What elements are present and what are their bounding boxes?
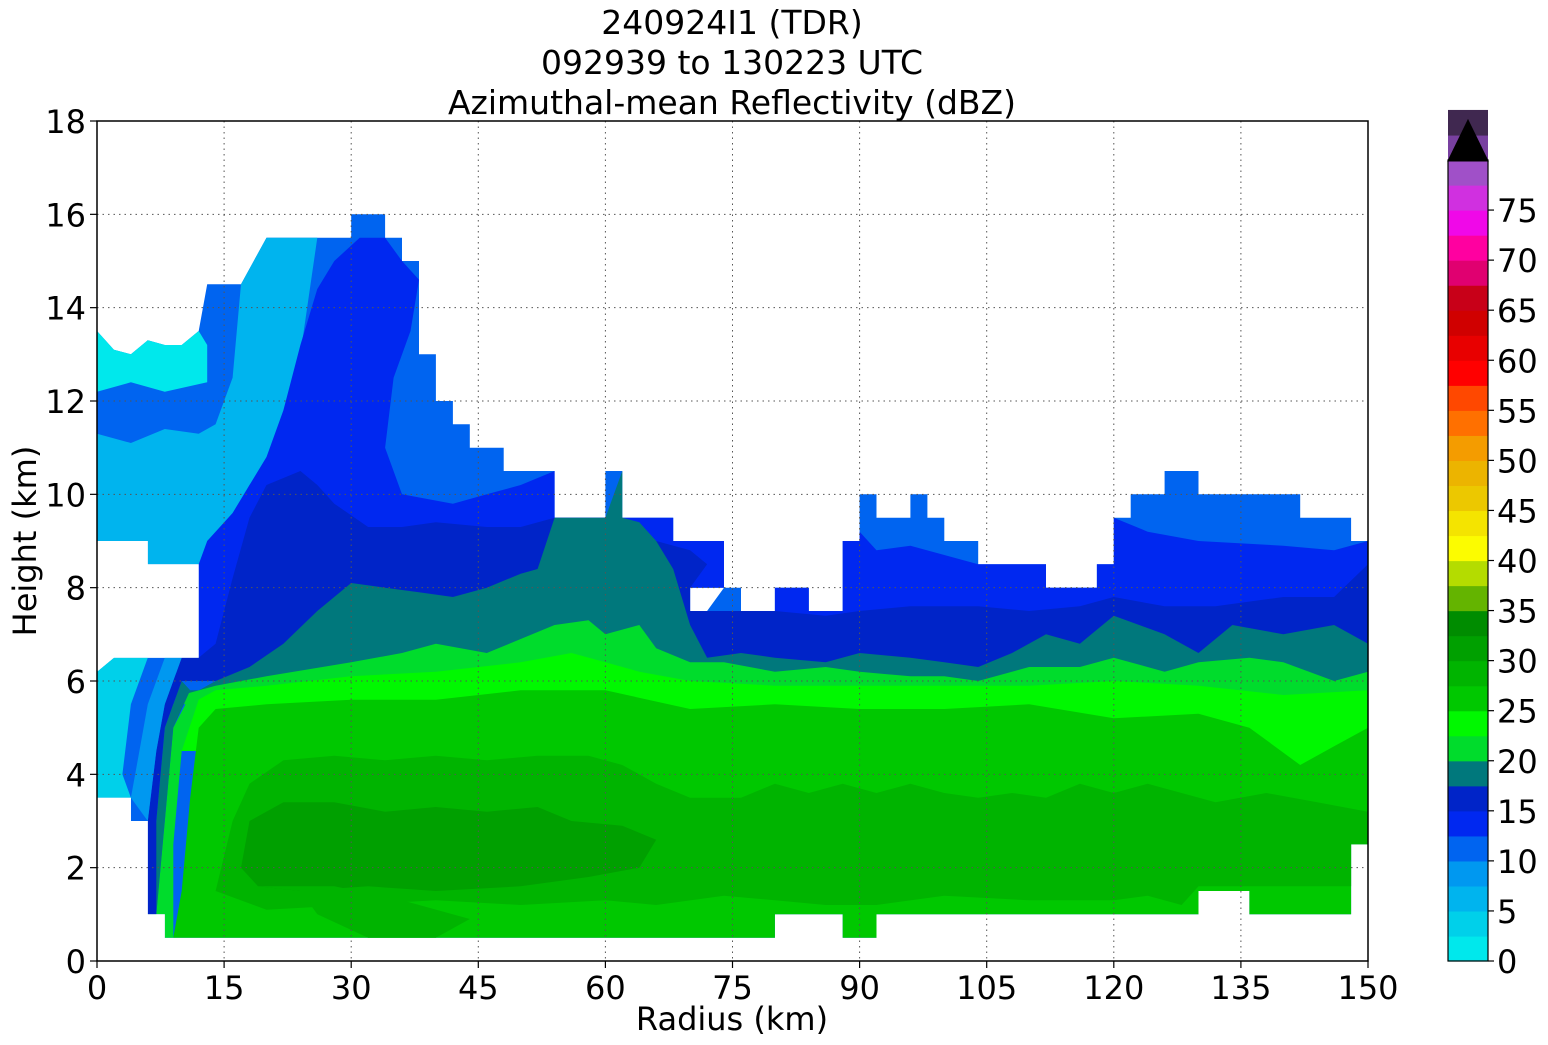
x-tick-label-120: 120 (1083, 969, 1144, 1007)
colorbar-level-0 (1448, 935, 1488, 962)
y-tick-label-10: 10 (45, 476, 86, 514)
contour-eyewall-inner-ring-1 (156, 695, 199, 938)
colorbar-level-12 (1448, 635, 1488, 662)
colorbar-level-25 (1448, 310, 1488, 336)
colorbar-level-8 (1448, 735, 1488, 762)
x-axis-label: Radius (km) (636, 1000, 828, 1038)
contour-clear-gap-mid (97, 541, 199, 672)
colorbar: 0 5 10 15 20 25 30 35 40 45 50 55 60 65 70 75 (1447, 109, 1538, 981)
colorbar-level-24 (1448, 335, 1488, 361)
colorbar-tick-label-5: 5 (1497, 893, 1517, 931)
colorbar-level-9 (1448, 710, 1488, 737)
x-tick-label-15: 15 (204, 969, 245, 1007)
grid-lines (97, 121, 1368, 961)
colorbar-tick-label-40: 40 (1497, 543, 1538, 581)
x-tick-label-30: 30 (331, 969, 372, 1007)
plot-area (97, 214, 1368, 938)
y-tick-label-12: 12 (45, 383, 86, 421)
colorbar-level-23 (1448, 360, 1488, 386)
y-tick-label-4: 4 (66, 756, 86, 794)
colorbar-level-28 (1448, 235, 1488, 261)
colorbar-level-26 (1448, 285, 1488, 311)
colorbar-extend-arrow (1447, 118, 1489, 162)
colorbar-tick-label-0: 0 (1497, 943, 1517, 981)
colorbar-level-17 (1448, 510, 1488, 537)
colorbar-tick-label-30: 30 (1497, 643, 1538, 681)
contour-eyewall-inner-ring-4 (130, 657, 182, 821)
colorbar-level-4 (1448, 835, 1488, 862)
y-tick-label-18: 18 (45, 103, 86, 141)
colorbar-level-21 (1448, 410, 1488, 436)
colorbar-level-13 (1448, 610, 1488, 637)
colorbar-level-11 (1448, 660, 1488, 687)
x-tick-label-45: 45 (458, 969, 499, 1007)
chart-title: 240924I1 (TDR) 092939 to 130223 UTC Azim… (448, 3, 1016, 122)
colorbar-level-27 (1448, 260, 1488, 286)
title-line-1: 240924I1 (TDR) (601, 3, 862, 42)
colorbar-tick-label-65: 65 (1497, 292, 1538, 330)
contour-eyewall-inner-ring-3 (147, 657, 199, 915)
colorbar-tick-label-50: 50 (1497, 442, 1538, 480)
x-tick-label-105: 105 (956, 969, 1017, 1007)
title-line-2: 092939 to 130223 UTC (541, 43, 923, 82)
y-axis-label: Height (km) (6, 446, 44, 637)
y-axis: 0 2 4 6 8 10 12 14 16 18 (45, 103, 97, 981)
contour-eyewall-inner-ring-2 (147, 681, 191, 915)
colorbar-level-6 (1448, 785, 1488, 812)
y-tick-label-2: 2 (66, 850, 86, 888)
colorbar-level-7 (1448, 760, 1488, 787)
colorbar-tick-label-45: 45 (1497, 492, 1538, 530)
x-tick-label-90: 90 (839, 969, 880, 1007)
contour-upper-anvil-cyan (97, 331, 208, 392)
colorbar-level-5 (1448, 810, 1488, 837)
colorbar-level-14 (1448, 585, 1488, 612)
colorbar-level-16 (1448, 535, 1488, 562)
x-tick-label-0: 0 (87, 969, 107, 1007)
contour-rain-core-outer-ring (258, 886, 470, 938)
colorbar-level-22 (1448, 385, 1488, 411)
y-tick-label-6: 6 (66, 663, 86, 701)
contour-upper-anvil-light-blue (97, 237, 318, 565)
colorbar-level-19 (1448, 460, 1488, 487)
y-tick-label-16: 16 (45, 196, 86, 234)
colorbar-level-10 (1448, 685, 1488, 712)
y-tick-label-14: 14 (45, 290, 86, 328)
colorbar-tick-label-55: 55 (1497, 392, 1538, 430)
colorbar-tick-label-15: 15 (1497, 793, 1538, 831)
colorbar-level-2 (1448, 885, 1488, 912)
contour-bright-band-teal (164, 471, 1368, 700)
colorbar-level-3 (1448, 860, 1488, 887)
y-tick-label-8: 8 (66, 570, 86, 608)
colorbar-level-29 (1448, 210, 1488, 236)
contour-rain-core-deep-green (241, 802, 657, 891)
colorbar-tick-label-35: 35 (1497, 593, 1538, 631)
title-line-3: Azimuthal-mean Reflectivity (dBZ) (448, 83, 1016, 122)
y-tick-label-0: 0 (66, 943, 86, 981)
colorbar-level-31 (1448, 160, 1488, 186)
colorbar-tick-label-70: 70 (1497, 242, 1538, 280)
colorbar-tick-label-60: 60 (1497, 342, 1538, 380)
x-axis: 0 15 30 45 60 75 90 105 120 135 150 (87, 961, 1399, 1007)
colorbar-tick-label-20: 20 (1497, 743, 1538, 781)
x-tick-label-135: 135 (1210, 969, 1271, 1007)
colorbar-level-30 (1448, 185, 1488, 211)
colorbar-level-20 (1448, 435, 1488, 461)
colorbar-level-1 (1448, 910, 1488, 937)
contour-low-cyan-edge (97, 657, 148, 798)
x-tick-label-75: 75 (712, 969, 753, 1007)
colorbar-tick-label-75: 75 (1497, 192, 1538, 230)
colorbar-level-15 (1448, 560, 1488, 587)
colorbar-level-18 (1448, 485, 1488, 512)
x-tick-label-150: 150 (1337, 969, 1398, 1007)
colorbar-tick-label-25: 25 (1497, 693, 1538, 731)
x-tick-label-60: 60 (585, 969, 626, 1007)
colorbar-tick-label-10: 10 (1497, 843, 1538, 881)
